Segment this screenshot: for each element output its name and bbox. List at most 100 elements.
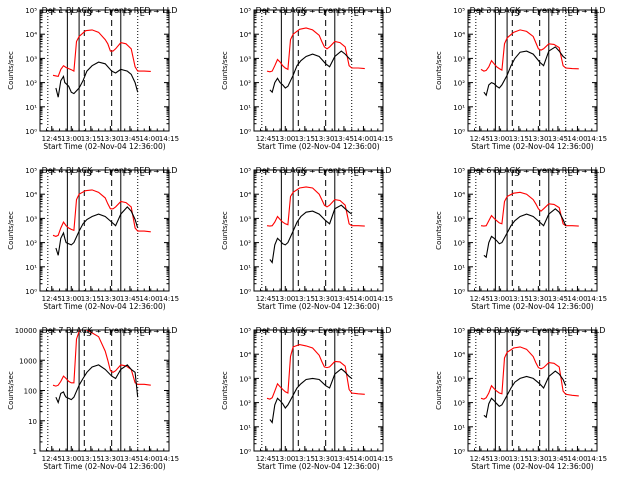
y-tick-label: 100 [24,388,37,396]
series-line-events [55,61,139,98]
time-marker-label: E [568,329,573,338]
y-tick-label: 10⁰ [239,288,251,296]
x-tick-label: 13:15 [295,455,315,463]
x-tick-label: 13:45 [548,455,568,463]
panel-3: S F E 10⁰ 10¹ 10² 10³ 10⁴ 10⁵ 12:45 13:00 13:15 13:3… [435,6,607,151]
y-axis-label: Counts/sec [221,371,229,410]
y-tick-label: 10⁵ [453,167,465,175]
y-tick-label: 10 [28,418,37,426]
x-tick-label: 13:45 [120,455,140,463]
x-tick-label: 14:15 [159,295,179,303]
plot-frame [253,9,384,132]
series-line-lld [266,27,365,73]
y-tick-label: 10² [453,80,465,88]
y-axis-label: Counts/sec [221,211,229,250]
y-axis-label: Counts/sec [7,211,15,250]
x-axis-label: Start Time (02-Nov-04 12:36:00) [43,462,165,471]
y-tick-label: 10¹ [239,424,251,432]
x-tick-label: 13:00 [275,135,295,143]
y-axis-label: Counts/sec [7,371,15,410]
x-tick-label: 13:15 [81,295,101,303]
panel-8: S F E 10⁰ 10¹ 10² 10³ 10⁴ 10⁵ 12:45 13:00 13:15 13:3… [221,326,393,471]
y-tick-label: 10⁴ [239,351,251,359]
y-tick-label: 10¹ [239,104,251,112]
time-marker-label: E [354,329,359,338]
x-axis-label: Start Time (02-Nov-04 12:36:00) [257,142,379,151]
x-tick-label: 13:30 [528,455,548,463]
x-tick-label: 13:15 [509,295,529,303]
x-axis-label: Start Time (02-Nov-04 12:36:00) [43,302,165,311]
y-tick-label: 10⁵ [453,327,465,335]
series-group [266,344,365,424]
x-tick-label: 13:00 [61,135,81,143]
y-axis-label: Counts/sec [7,51,15,90]
series-line-events [269,50,353,94]
x-tick-label: 12:45 [256,295,276,303]
x-tick-label: 13:00 [489,295,509,303]
x-tick-label: 13:45 [120,135,140,143]
plot-frame [467,169,598,292]
y-tick-label: 10000 [15,327,37,335]
x-tick-label: 13:00 [275,295,295,303]
y-tick-label: 10⁴ [239,191,251,199]
panel-4: S F E 10⁰ 10¹ 10² 10³ 10⁴ 10⁵ 12:45 13:00 13:15 13:3… [7,166,179,311]
y-tick-label: 10² [239,400,251,408]
panel-title: Det 4 BLACK = Events RED = LLD [42,166,178,175]
series-line-lld [480,346,579,400]
x-tick-label: 13:15 [81,455,101,463]
x-tick-label: 13:00 [275,455,295,463]
x-tick-label: 14:00 [567,455,587,463]
series-group [266,186,365,264]
panel-7: S F E 1 10 100 1000 10000 12:45 13:00 13:15 13:30 13… [7,326,179,471]
x-tick-label: 13:00 [61,455,81,463]
y-tick-label: 10³ [453,215,465,223]
time-marker-label: S [514,9,519,18]
x-axis-label: Start Time (02-Nov-04 12:36:00) [257,462,379,471]
y-tick-label: 10² [453,240,465,248]
time-marker-label: F [551,329,556,338]
x-tick-label: 13:45 [548,295,568,303]
time-marker-label: E [354,169,359,178]
y-tick-label: 1000 [19,357,37,365]
y-tick-label: 10⁵ [25,167,37,175]
x-tick-label: 13:45 [334,295,354,303]
y-tick-label: 10³ [453,375,465,383]
x-tick-label: 14:15 [373,455,393,463]
x-tick-label: 14:00 [353,295,373,303]
x-axis-label: Start Time (02-Nov-04 12:36:00) [471,142,593,151]
y-tick-label: 10⁴ [25,31,37,39]
series-line-events [483,370,567,419]
series-group [52,330,151,405]
panel-title: Det 6 BLACK = Events RED = LLD [470,166,606,175]
time-marker-label: F [123,169,128,178]
y-tick-label: 10⁰ [453,128,465,136]
series-line-events [483,208,567,259]
x-tick-label: 14:00 [353,135,373,143]
panel-5: S F E 10⁰ 10¹ 10² 10³ 10⁴ 10⁵ 12:45 13:00 13:15 13:3… [221,166,393,311]
y-tick-label: 10⁴ [453,351,465,359]
y-tick-label: 10⁰ [453,448,465,456]
x-tick-label: 13:45 [334,455,354,463]
x-tick-label: 14:15 [159,455,179,463]
y-tick-label: 10³ [239,215,251,223]
y-tick-label: 10⁵ [239,327,251,335]
series-line-lld [52,29,151,78]
series-line-events [55,206,139,256]
y-tick-label: 10¹ [453,264,465,272]
x-tick-label: 13:00 [489,455,509,463]
x-tick-label: 14:00 [567,135,587,143]
panel-title: Det 5 BLACK = Events RED = LLD [256,166,392,175]
y-tick-label: 10³ [25,55,37,63]
panel-6: S F E 10⁰ 10¹ 10² 10³ 10⁴ 10⁵ 12:45 13:00 13:15 13:3… [435,166,607,311]
y-tick-label: 10¹ [25,104,37,112]
series-line-lld [480,29,579,72]
panel-title: Det 9 BLACK = Events RED = LLD [470,326,606,335]
x-tick-label: 13:00 [61,295,81,303]
series-group [480,346,579,419]
panel-1: S F E 10⁰ 10¹ 10² 10³ 10⁴ 10⁵ 12:45 13:00 13:15 13:3… [7,6,179,151]
y-axis-label: Counts/sec [221,51,229,90]
plot-frame [39,329,170,452]
y-tick-label: 10⁴ [453,191,465,199]
y-tick-label: 10² [25,80,37,88]
